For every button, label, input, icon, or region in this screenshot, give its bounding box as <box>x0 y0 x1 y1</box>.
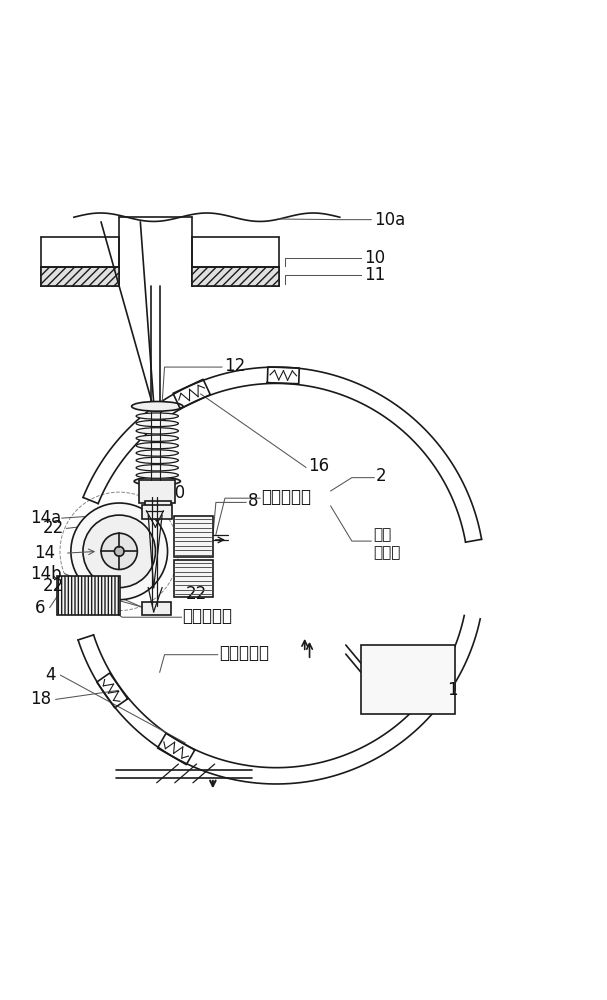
Text: 动脉管线段: 动脉管线段 <box>219 644 269 662</box>
Bar <box>57 576 120 615</box>
Text: 2: 2 <box>376 467 387 485</box>
Text: 10a: 10a <box>374 211 405 229</box>
Bar <box>139 480 175 503</box>
Circle shape <box>101 533 137 569</box>
Bar <box>361 645 455 714</box>
Circle shape <box>114 547 124 556</box>
Text: 12: 12 <box>224 357 245 375</box>
Text: 16: 16 <box>308 457 329 475</box>
Ellipse shape <box>136 435 178 441</box>
Ellipse shape <box>136 420 178 427</box>
Circle shape <box>71 503 168 600</box>
Text: 11: 11 <box>364 266 385 284</box>
Bar <box>141 602 171 615</box>
Ellipse shape <box>136 472 178 478</box>
Text: 14: 14 <box>35 544 56 562</box>
Ellipse shape <box>136 457 178 464</box>
Ellipse shape <box>136 465 178 471</box>
Text: 8: 8 <box>248 492 259 510</box>
Circle shape <box>83 515 155 588</box>
Text: 静脉
管线段: 静脉 管线段 <box>373 527 401 560</box>
Text: 18: 18 <box>30 690 52 708</box>
Bar <box>141 505 172 519</box>
Bar <box>174 516 213 557</box>
Ellipse shape <box>134 477 180 485</box>
Text: 动脉连接器: 动脉连接器 <box>183 607 232 625</box>
Text: 22: 22 <box>186 585 207 603</box>
Bar <box>174 560 213 597</box>
Text: 10: 10 <box>364 249 385 267</box>
Text: 22: 22 <box>42 519 64 537</box>
Ellipse shape <box>132 402 183 411</box>
Bar <box>145 501 171 511</box>
Text: 6: 6 <box>35 599 45 617</box>
Text: 1: 1 <box>447 681 458 699</box>
Text: 14b: 14b <box>30 565 62 583</box>
Text: 22: 22 <box>42 577 64 595</box>
Bar <box>192 267 279 286</box>
Ellipse shape <box>136 428 178 434</box>
Text: 20: 20 <box>164 484 186 502</box>
Text: 静脉连接器: 静脉连接器 <box>261 488 311 506</box>
Text: 14a: 14a <box>30 509 62 527</box>
Ellipse shape <box>136 450 178 456</box>
Ellipse shape <box>136 442 178 449</box>
Bar <box>41 267 119 286</box>
Ellipse shape <box>136 413 178 419</box>
Text: 4: 4 <box>45 666 55 684</box>
